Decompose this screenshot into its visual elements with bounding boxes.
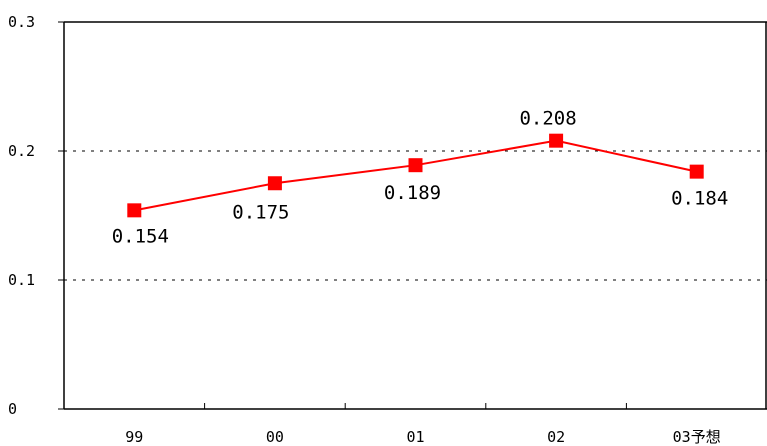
- x-tick-label: 00: [266, 428, 284, 446]
- x-tick-label: 03予想: [673, 428, 721, 446]
- data-point-marker: [549, 133, 564, 148]
- data-labels: 0.154 0.175 0.189 0.208 0.184: [112, 108, 729, 248]
- y-tick-label: 0.3: [8, 13, 35, 31]
- x-tick-label: 01: [406, 428, 424, 446]
- data-point-marker: [127, 203, 142, 218]
- data-point-marker: [267, 176, 282, 191]
- axes: 0 0.1 0.2 0.3 99 00 01 02 03予想: [8, 13, 767, 446]
- gridlines: [64, 150, 767, 281]
- data-label: 0.184: [671, 188, 728, 210]
- series-line-group: [127, 133, 704, 218]
- data-label: 0.154: [112, 225, 169, 247]
- data-label: 0.189: [384, 182, 441, 204]
- x-tick-label: 02: [547, 428, 565, 446]
- y-tick-label: 0: [8, 400, 17, 418]
- x-tick-label: 99: [125, 428, 143, 446]
- data-point-marker: [408, 158, 423, 173]
- y-tick-label: 0.2: [8, 142, 35, 160]
- data-label: 0.208: [519, 108, 576, 130]
- data-label: 0.175: [232, 201, 289, 223]
- y-tick-label: 0.1: [8, 271, 35, 289]
- data-point-marker: [689, 164, 704, 179]
